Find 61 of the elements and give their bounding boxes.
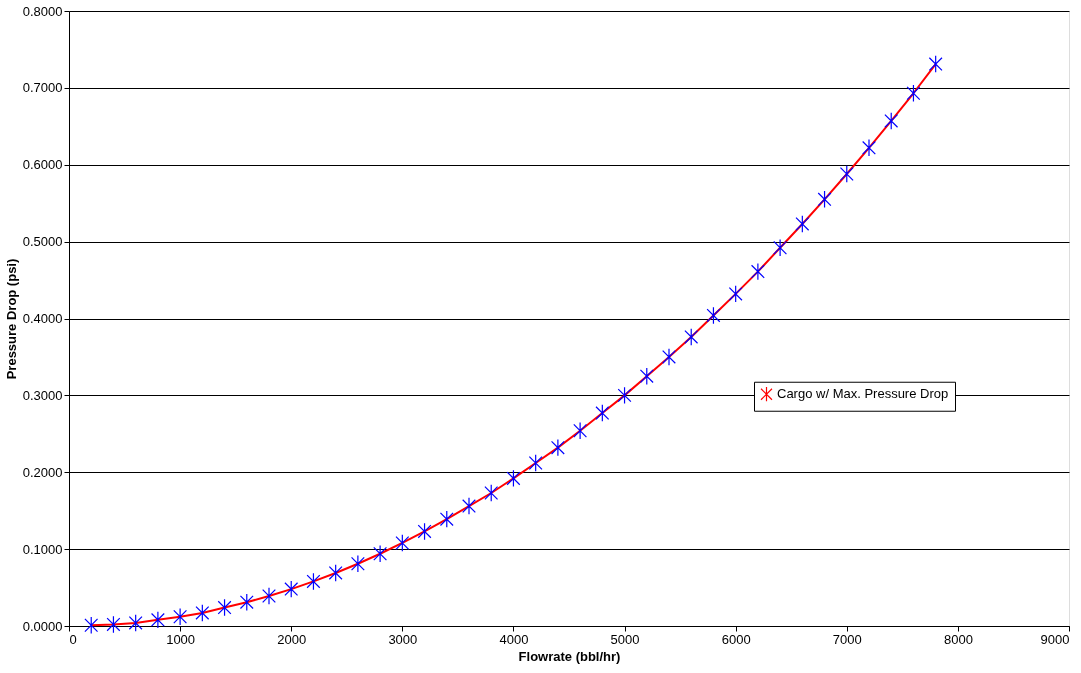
- x-tick-label: 6000: [721, 631, 751, 647]
- point: [728, 285, 743, 303]
- point: [750, 262, 765, 281]
- point: [662, 348, 676, 366]
- point: [195, 604, 210, 622]
- y-tick-label: 0.1000: [22, 541, 63, 557]
- point: [106, 615, 121, 634]
- point: [350, 554, 365, 573]
- point: [795, 215, 810, 233]
- point: [217, 598, 232, 617]
- y-tick-label: 0.7000: [22, 80, 63, 96]
- point: [773, 238, 788, 257]
- point: [306, 572, 321, 591]
- y-tick-label: 0.3000: [22, 387, 63, 403]
- point: [706, 306, 721, 325]
- point: [417, 522, 432, 541]
- point: [684, 328, 699, 346]
- y-axis-title: Pressure Drop (psi): [3, 258, 19, 380]
- point: [550, 438, 565, 457]
- point: [528, 454, 543, 472]
- point: [284, 580, 299, 598]
- y-tick-label: 0.5000: [22, 234, 63, 250]
- point: [506, 469, 521, 488]
- point: [128, 614, 143, 632]
- point: [462, 497, 476, 515]
- x-tick-label: 9000: [1040, 631, 1070, 647]
- x-tick-label: 2000: [277, 631, 307, 647]
- point: [839, 165, 854, 183]
- point: [239, 593, 254, 611]
- x-axis-title: Flowrate (bbl/hr): [518, 648, 621, 664]
- point: [328, 564, 343, 582]
- point: [484, 484, 499, 502]
- point: [617, 386, 632, 405]
- point: [373, 544, 388, 563]
- y-tick-label: 0.6000: [22, 157, 63, 173]
- point: [639, 367, 654, 385]
- point: [884, 112, 899, 130]
- point: [439, 510, 454, 528]
- point: [862, 139, 876, 157]
- x-tick-label: 4000: [499, 631, 529, 647]
- x-tick-label: 8000: [943, 631, 973, 647]
- legend-label: Cargo w/ Max. Pressure Drop: [777, 386, 949, 402]
- point: [906, 84, 921, 103]
- y-tick-label: 0.8000: [22, 3, 63, 19]
- x-tick-label: 1000: [166, 631, 196, 647]
- point: [595, 404, 610, 422]
- y-tick-label: 0.2000: [22, 464, 63, 480]
- x-tick-label: 5000: [610, 631, 640, 647]
- x-tick-label: 3000: [388, 631, 418, 647]
- point: [84, 616, 99, 635]
- point: [262, 587, 276, 605]
- point: [573, 421, 588, 440]
- point: [150, 611, 165, 629]
- y-tick-label: 0.0000: [22, 618, 63, 634]
- point: [173, 607, 188, 626]
- x-tick-label: 7000: [832, 631, 862, 647]
- y-tick-label: 0.4000: [22, 311, 63, 326]
- point: [928, 55, 943, 73]
- point: [817, 190, 832, 209]
- x-tick-label: 0: [69, 631, 77, 647]
- point: [395, 534, 410, 552]
